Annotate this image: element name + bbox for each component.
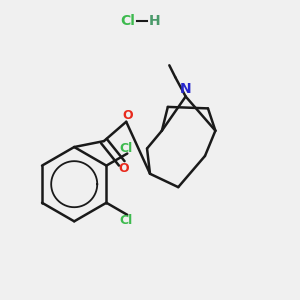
Text: O: O	[122, 109, 133, 122]
Text: Cl: Cl	[120, 14, 135, 28]
Text: Cl: Cl	[119, 142, 132, 155]
Text: N: N	[180, 82, 191, 96]
Text: Cl: Cl	[119, 214, 132, 227]
Text: O: O	[118, 162, 129, 175]
Text: H: H	[148, 14, 160, 28]
